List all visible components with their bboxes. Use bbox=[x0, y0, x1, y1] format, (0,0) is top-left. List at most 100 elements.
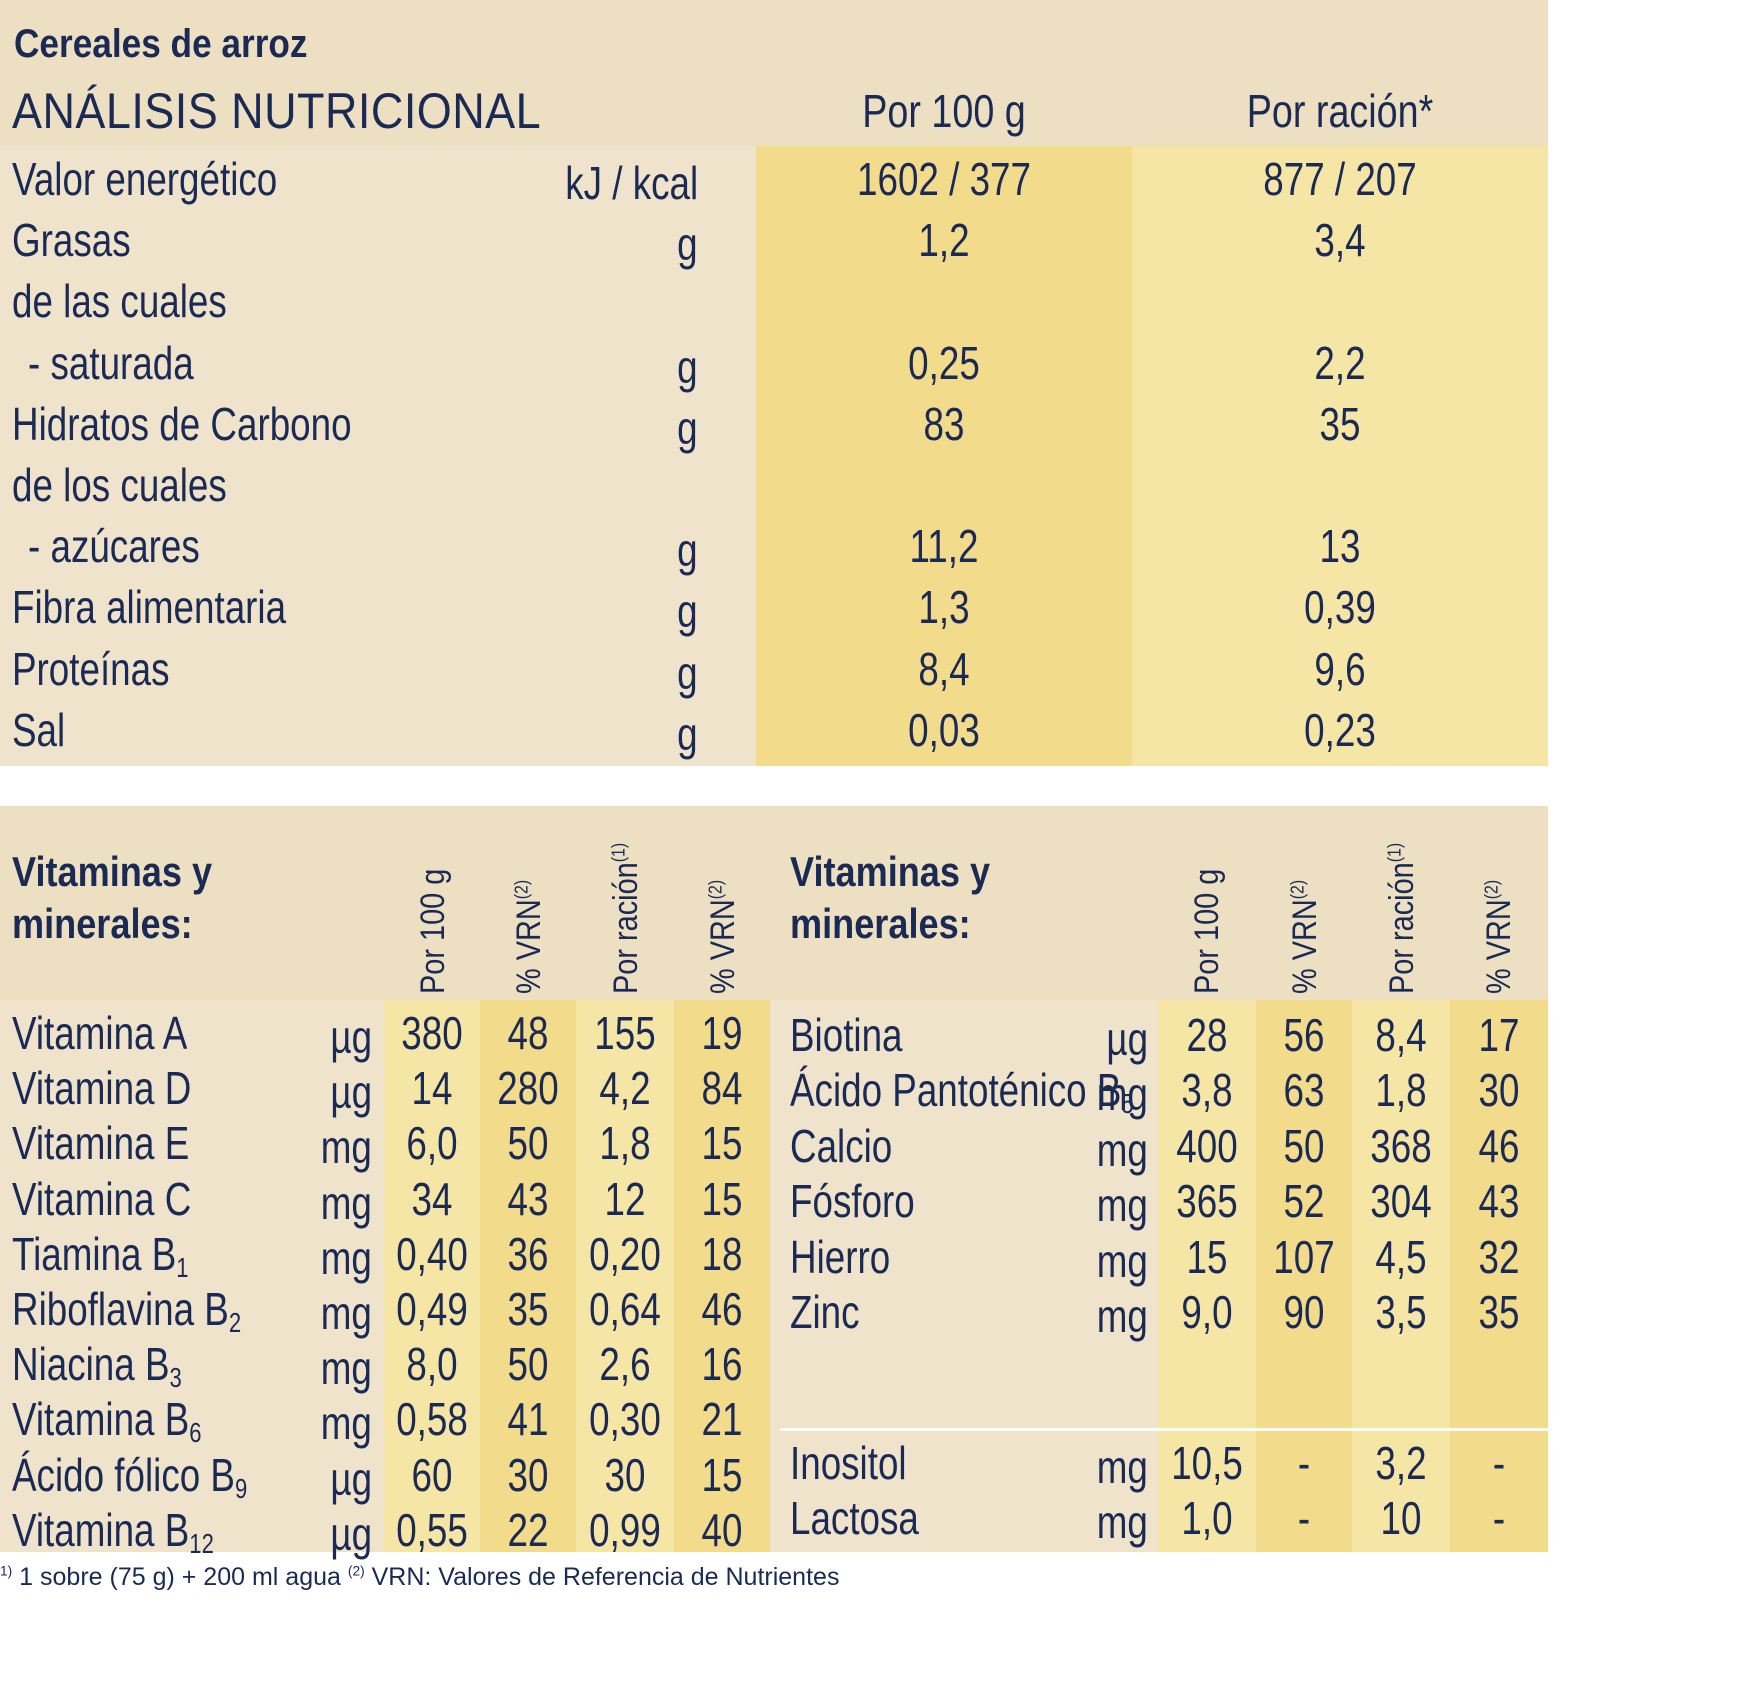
vitamin-unit: mg bbox=[320, 1287, 372, 1339]
vitamin-row: Vitamina A µg 380 48 155 19 bbox=[0, 1002, 770, 1063]
right-vrn100-header: % VRN(2) bbox=[1286, 860, 1325, 994]
vitamin-label: Vitamina B6 bbox=[12, 1392, 202, 1449]
vitamins-title-right: Vitaminas y minerales: bbox=[790, 846, 990, 950]
vitamin-label: Tiamina B1 bbox=[12, 1227, 189, 1284]
nutrient-label: - saturada bbox=[28, 336, 194, 389]
vitamin-label: Ácido fólico B9 bbox=[12, 1448, 247, 1505]
vitamin-vrn100: 280 bbox=[497, 1062, 559, 1115]
vitamin-per100: 15 bbox=[1186, 1230, 1228, 1283]
vitamin-vrn100: - bbox=[1297, 1492, 1311, 1545]
vitamin-vrn100: 50 bbox=[507, 1338, 549, 1391]
vitamin-name: Riboflavina B bbox=[12, 1283, 229, 1335]
nutrient-per100: 1,3 bbox=[918, 581, 970, 634]
vitamin-per100: 0,40 bbox=[396, 1227, 468, 1280]
vitamin-unit: mg bbox=[1096, 1496, 1148, 1549]
vitamin-vrn100: 41 bbox=[507, 1393, 549, 1446]
vitamins-title-line1: Vitaminas y bbox=[12, 848, 213, 895]
vitamin-label: Vitamina A bbox=[12, 1006, 187, 1063]
vitamin-row: Riboflavina B2 mg 0,49 35 0,64 46 bbox=[0, 1278, 770, 1339]
vitamin-name: Vitamina B bbox=[12, 1393, 190, 1446]
vitamin-unit: µg bbox=[330, 1507, 372, 1560]
nutrient-per-serving: 0,23 bbox=[1304, 703, 1376, 756]
right-per100-header: Por 100 g bbox=[1188, 847, 1227, 994]
vitamin-name: Vitamina E bbox=[12, 1117, 190, 1170]
right-serving-header: Por ración(1) bbox=[1383, 816, 1422, 994]
vitamin-vrnserv: 19 bbox=[701, 1007, 743, 1059]
right-per100-column bbox=[1158, 1000, 1256, 1552]
vitamin-per100: 34 bbox=[411, 1172, 453, 1225]
nutrition-row: Proteínas g 8,4 9,6 bbox=[0, 638, 1548, 699]
vitamins-title-line2: minerales: bbox=[790, 900, 971, 947]
vitamin-vrnserv: 46 bbox=[701, 1283, 743, 1335]
header-ref: (2) bbox=[1286, 879, 1308, 900]
vitamin-serving: 8,4 bbox=[1375, 1009, 1427, 1061]
vitamin-vrnserv: 15 bbox=[701, 1172, 743, 1225]
header-text: Por 100 g bbox=[1188, 868, 1226, 994]
nutrient-label: Proteínas bbox=[12, 642, 170, 695]
vitamin-vrn100: 63 bbox=[1283, 1064, 1325, 1117]
nutrient-per100: 8,4 bbox=[918, 642, 970, 695]
vitamin-serving: 10 bbox=[1380, 1492, 1422, 1545]
vitamin-per100: 0,49 bbox=[396, 1283, 468, 1335]
header-text: % VRN bbox=[704, 899, 742, 994]
header-ref: (2) bbox=[704, 879, 726, 900]
vitamin-vrnserv: 17 bbox=[1478, 1009, 1520, 1061]
vitamin-vrnserv: 32 bbox=[1478, 1230, 1520, 1283]
footnote-ref2: (2) bbox=[347, 1563, 365, 1579]
vitamin-per100: 380 bbox=[401, 1007, 463, 1059]
vitamin-per100: 0,55 bbox=[396, 1503, 468, 1556]
vitamin-name: Niacina B bbox=[12, 1338, 170, 1391]
vitamin-name: Fósforo bbox=[790, 1175, 915, 1228]
vitamin-name: Tiamina B bbox=[12, 1227, 177, 1280]
vitamin-vrnserv: - bbox=[1492, 1437, 1506, 1489]
vitamin-subscript: 5 bbox=[1121, 1088, 1134, 1120]
header-text: Por 100 g bbox=[414, 868, 452, 994]
vitamin-serving: 0,64 bbox=[589, 1283, 661, 1335]
vitamin-vrnserv: 15 bbox=[701, 1117, 743, 1170]
vitamin-per100: 60 bbox=[411, 1448, 453, 1501]
vitamin-name: Hierro bbox=[790, 1230, 891, 1283]
vitamin-unit: mg bbox=[320, 1176, 372, 1229]
vitamin-unit: mg bbox=[1096, 1441, 1148, 1493]
nutrient-unit: g bbox=[677, 707, 698, 760]
vitamin-vrnserv: 35 bbox=[1478, 1286, 1520, 1338]
nutrient-per-serving: 13 bbox=[1319, 520, 1361, 573]
right-vrnserv-column bbox=[1450, 1000, 1548, 1552]
right-serving-column bbox=[1352, 1000, 1450, 1552]
nutrition-row: Grasas g 1,2 3,4 bbox=[0, 209, 1548, 270]
vitamin-unit: mg bbox=[1096, 1290, 1148, 1342]
footnote-ref1: 1) bbox=[0, 1563, 13, 1579]
right-vrn100-column bbox=[1256, 1000, 1352, 1552]
nutrition-row: Hidratos de Carbono g 83 35 bbox=[0, 393, 1548, 454]
nutrient-label: Sal bbox=[12, 703, 66, 756]
vitamin-row: Zinc mg 9,0 90 3,5 35 bbox=[780, 1281, 1548, 1342]
vitamin-name: Vitamina A bbox=[12, 1007, 188, 1059]
vitamin-label: Zinc bbox=[790, 1285, 860, 1342]
vitamin-vrn100: 50 bbox=[507, 1117, 549, 1170]
left-vrnserv-column bbox=[674, 1000, 770, 1552]
vitamin-name: Lactosa bbox=[790, 1492, 919, 1545]
vitamin-serving: 3,5 bbox=[1375, 1286, 1427, 1338]
vitamin-row: Vitamina B12 µg 0,55 22 0,99 40 bbox=[0, 1499, 770, 1560]
vitamin-unit: mg bbox=[320, 1231, 372, 1284]
nutrient-per100: 0,03 bbox=[908, 703, 980, 756]
vitamin-unit: µg bbox=[330, 1066, 372, 1119]
nutrient-unit: kJ / kcal bbox=[565, 157, 698, 209]
product-title: Cereales de arroz bbox=[14, 22, 308, 66]
vitamin-per100: 365 bbox=[1176, 1175, 1238, 1228]
nutrition-row: Fibra alimentaria g 1,3 0,39 bbox=[0, 576, 1548, 637]
nutrient-label: de los cuales bbox=[12, 459, 227, 511]
right-vrnserv-header: % VRN(2) bbox=[1480, 860, 1519, 994]
left-serving-header: Por ración(1) bbox=[607, 816, 646, 994]
nutrition-row: de los cuales bbox=[0, 454, 1548, 515]
vitamin-unit: µg bbox=[330, 1452, 372, 1505]
vitamin-unit: mg bbox=[1096, 1179, 1148, 1232]
vitamin-serving: 0,20 bbox=[589, 1227, 661, 1280]
vitamin-per100: 14 bbox=[411, 1062, 453, 1115]
vitamin-label: Niacina B3 bbox=[12, 1337, 182, 1394]
vitamin-serving: 155 bbox=[594, 1007, 656, 1059]
vitamin-unit: µg bbox=[330, 1011, 372, 1063]
footnote: 1) 1 sobre (75 g) + 200 ml agua (2) VRN:… bbox=[0, 1563, 839, 1592]
vitamin-subscript: 3 bbox=[169, 1362, 182, 1394]
nutrient-unit: g bbox=[677, 340, 698, 393]
